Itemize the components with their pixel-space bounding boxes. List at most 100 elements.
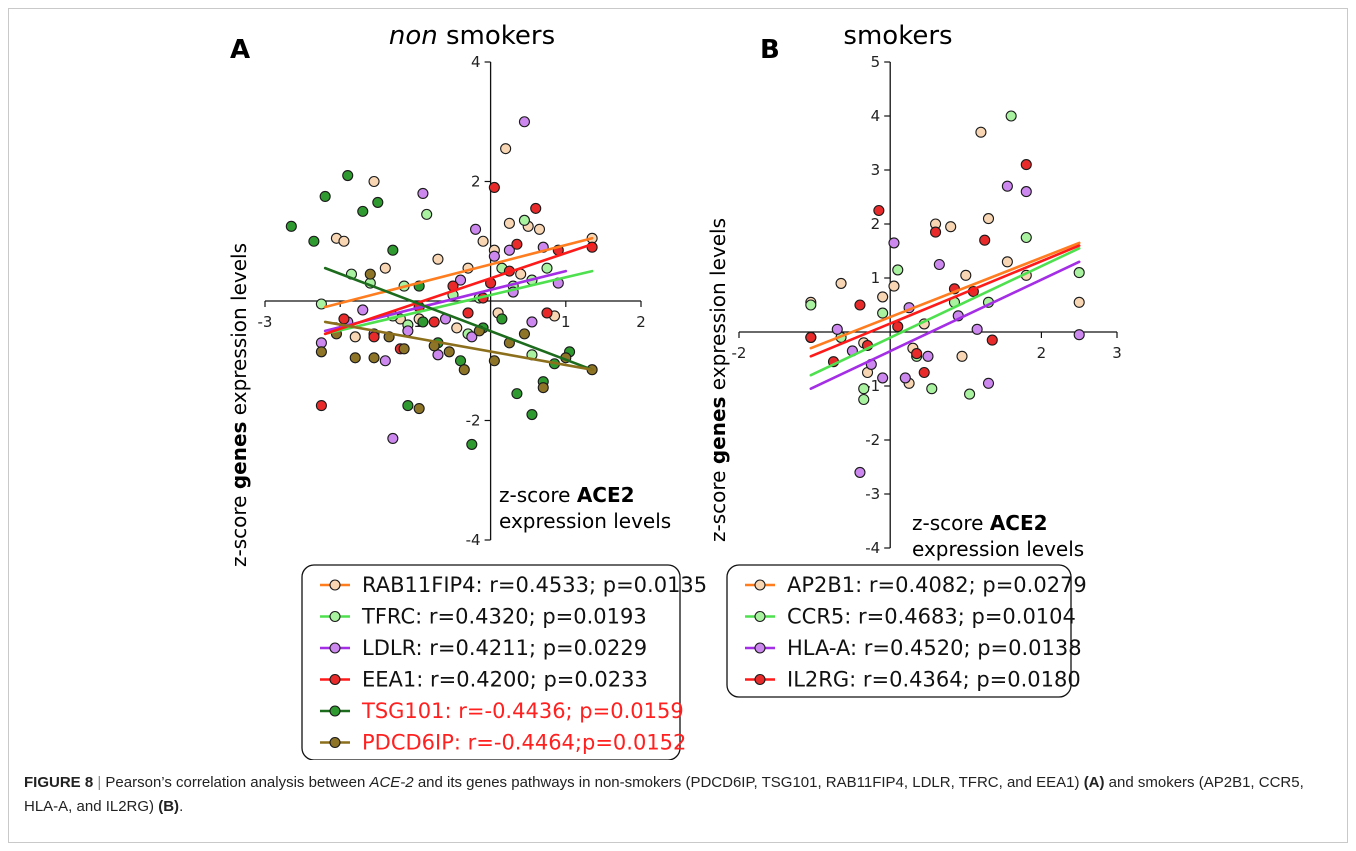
panel-a-point-tfrc <box>421 208 433 220</box>
panel-b-point-ap2b1 <box>982 213 995 225</box>
panel-b-point-il2rg <box>873 204 885 217</box>
panel-b-xtick-label: 2 <box>1037 344 1047 362</box>
panel-b-point-hla-a <box>877 372 889 384</box>
panel-a-ytick-label: -2 <box>466 412 481 430</box>
panel-a-point-rab11fip4 <box>503 217 515 229</box>
panel-b-xtick-label: 3 <box>1112 344 1122 362</box>
caption-panel-b-ref: (B) <box>158 798 180 815</box>
panel-a-point-ldlr <box>379 355 391 367</box>
panel-b-points <box>805 110 1085 478</box>
panel-a-point-tsg101 <box>372 196 384 208</box>
panel-a-legend: RAB11FIP4: r=0.4533; p=0.0135 TFRC: r=0.4… <box>301 564 707 760</box>
panel-a-fit-line-eea1 <box>323 242 594 336</box>
panel-b-fit-line-ccr5 <box>809 247 1081 377</box>
panel-a-ylabel-prefix: z-score <box>227 489 251 567</box>
panel-b-point-hla-a <box>899 372 911 384</box>
panel-b-point-ap2b1 <box>956 350 968 362</box>
panel-a-point-tfrc <box>315 298 327 310</box>
panel-a-fit-lines <box>323 236 594 372</box>
panel-a-point-ldlr <box>466 331 478 343</box>
panel-b-point-ccr5 <box>1005 110 1017 122</box>
panel-b-point-hla-a <box>922 350 934 362</box>
panel-a-point-rab11fip4 <box>379 262 391 274</box>
panel-b-point-ap2b1 <box>975 126 987 138</box>
panel-b-fit-lines <box>809 241 1081 391</box>
caption-separator: | <box>93 774 106 791</box>
panel-b-point-ap2b1 <box>877 291 889 303</box>
panel-a-xlabel-bold: ACE2 <box>577 483 635 507</box>
panel-a-point-pdcd6ip <box>398 343 410 355</box>
panel-a-point-rab11fip4 <box>500 143 512 155</box>
panel-a-point-eea1 <box>541 307 553 319</box>
panel-a-legend-marker-eea1 <box>329 673 341 686</box>
panel-b-ytick-label: -2 <box>865 431 880 449</box>
panel-a-xlabel-line1: z-score ACE2 <box>499 483 635 507</box>
panel-a-point-ldlr <box>470 223 482 235</box>
panel-a-point-tfrc <box>518 214 530 226</box>
panel-a-xtick-label: -3 <box>258 313 273 331</box>
panel-a-point-tsg101 <box>496 313 508 325</box>
panel-b-legend-marker-ap2b1 <box>754 579 766 591</box>
figure-frame <box>8 8 1348 843</box>
panel-b-fit-line-hla-a <box>809 260 1081 391</box>
panel-a-point-rab11fip4 <box>451 322 463 334</box>
panel-a-point-eea1 <box>462 307 474 319</box>
panel-a-title-rest: smokers <box>438 21 555 51</box>
panel-b-legend-text-ap2b1: AP2B1: r=0.4082; p=0.0279 <box>787 573 1087 597</box>
panel-a-point-tsg101 <box>319 190 331 202</box>
panel-a-point-tsg101 <box>417 316 429 328</box>
panel-b-legend-box <box>726 564 1072 698</box>
panel-a-point-rab11fip4 <box>338 235 350 247</box>
panel-a-point-eea1 <box>368 331 380 343</box>
panel-a-fit-line-tsg101 <box>323 266 594 372</box>
panel-a-point-tsg101 <box>342 169 354 182</box>
panel-b-ylabel-bold: genes <box>706 397 730 465</box>
panel-b-title: smokers <box>843 21 952 51</box>
panel-b-point-ccr5 <box>1073 267 1085 279</box>
panel-b-point-ccr5 <box>964 388 976 400</box>
panel-a-title: non smokers <box>389 21 555 51</box>
panel-a-xtick-label: 2 <box>636 313 646 331</box>
panel-a-point-eea1 <box>315 400 327 412</box>
panel-a-legend-marker-pdcd6ip <box>329 736 341 749</box>
panel-a-axes: -3-2-112-4-224 <box>258 53 646 549</box>
panel-a-point-ldlr <box>488 250 500 262</box>
panel-b-point-hla-a <box>971 323 983 335</box>
panel-a-point-eea1 <box>428 316 440 328</box>
panel-b-point-ap2b1 <box>1001 256 1013 268</box>
panel-b-point-il2rg <box>911 348 923 360</box>
panel-a-point-pdcd6ip <box>488 355 500 367</box>
panel-a-title-italic: non <box>389 21 438 51</box>
panel-a-legend-text-rab11fip4: RAB11FIP4: r=0.4533; p=0.0135 <box>362 573 707 597</box>
panel-a-xlabel-line2: expression levels <box>499 509 671 533</box>
panel-a-letter: A <box>230 35 250 65</box>
panel-b-point-ap2b1 <box>1073 296 1085 308</box>
panel-b-point-hla-a <box>854 466 866 478</box>
panel-b-ytick-label: 1 <box>871 269 881 287</box>
panel-b-legend-marker-ccr5 <box>754 610 766 623</box>
panel-a-fit-line-tfrc <box>323 269 594 336</box>
panel-b-point-ccr5 <box>858 383 870 395</box>
panel-a-ylabel-suffix: expression levels <box>227 243 251 422</box>
panel-b-point-hla-a <box>1073 329 1085 341</box>
panel-a-point-eea1 <box>511 238 523 250</box>
panel-b-point-il2rg <box>986 334 998 346</box>
panel-b-point-ccr5 <box>1020 231 1032 244</box>
panel-a-point-rab11fip4 <box>349 331 361 343</box>
panel-a-point-ldlr <box>503 244 515 256</box>
panel-a-legend-text-tsg101: TSG101: r=-0.4436; p=0.0159 <box>361 699 684 723</box>
panel-a-point-eea1 <box>338 313 350 325</box>
panel-b-point-ccr5 <box>858 393 870 406</box>
panel-a-point-pdcd6ip <box>349 352 361 364</box>
panel-b-point-il2rg <box>979 234 991 246</box>
panel-a-point-ldlr <box>387 432 399 444</box>
panel-a-xtick-label: 1 <box>561 313 571 331</box>
figure-charts: A B non smokers smokers -3-2-112-4-224 -… <box>227 21 1122 760</box>
panel-a-legend-marker-ldlr <box>329 642 341 654</box>
panel-a-legend-marker-rab11fip4 <box>329 579 341 591</box>
panel-b-xtick-label: -2 <box>732 344 747 362</box>
panel-b-point-hla-a <box>888 237 900 249</box>
panel-a-xlabel-prefix: z-score <box>499 483 577 507</box>
panel-a-point-pdcd6ip <box>413 402 425 415</box>
